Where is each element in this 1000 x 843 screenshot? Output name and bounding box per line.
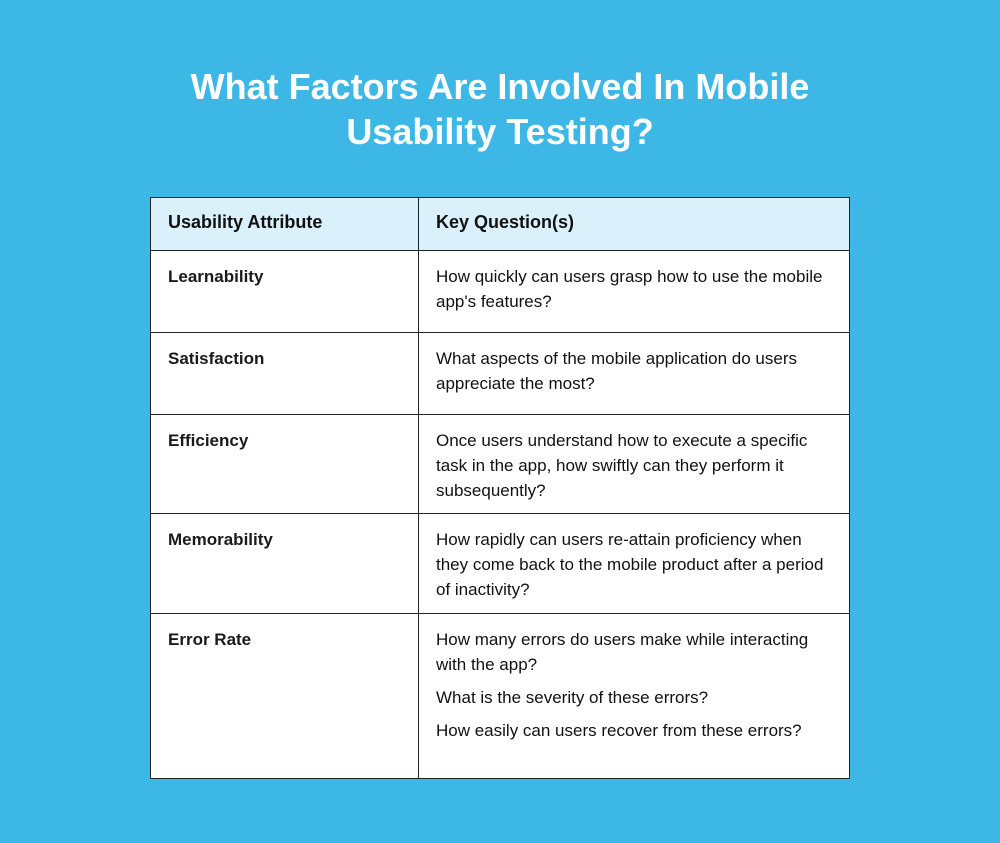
title-line-1: What Factors Are Involved In Mobile xyxy=(190,66,810,107)
question-cell: How rapidly can users re-attain proficie… xyxy=(418,513,850,614)
table-header-row: Usability Attribute Key Question(s) xyxy=(150,197,850,251)
question-cell: Once users understand how to execute a s… xyxy=(418,414,850,514)
question: What is the severity of these errors? xyxy=(436,688,709,707)
question-cell: How quickly can users grasp how to use t… xyxy=(418,250,850,333)
title-line-2: Usability Testing? xyxy=(346,111,654,152)
table-row: Memorability How rapidly can users re-at… xyxy=(150,513,850,614)
table-row: Efficiency Once users understand how to … xyxy=(150,414,850,514)
question: How rapidly can users re-attain proficie… xyxy=(436,530,824,599)
attribute-cell: Satisfaction xyxy=(150,332,419,415)
question: How easily can users recover from these … xyxy=(436,721,802,740)
question-cell: How many errors do users make while inte… xyxy=(418,613,850,779)
table-row: Learnability How quickly can users grasp… xyxy=(150,250,850,333)
attribute-cell: Memorability xyxy=(150,513,419,614)
table-row: Satisfaction What aspects of the mobile … xyxy=(150,332,850,415)
attribute-cell: Learnability xyxy=(150,250,419,333)
question-cell: What aspects of the mobile application d… xyxy=(418,332,850,415)
header-attribute: Usability Attribute xyxy=(150,197,419,251)
question: How quickly can users grasp how to use t… xyxy=(436,267,823,311)
question: Once users understand how to execute a s… xyxy=(436,431,808,500)
header-questions: Key Question(s) xyxy=(418,197,850,251)
table-row: Error Rate How many errors do users make… xyxy=(150,613,850,779)
page-title: What Factors Are Involved In Mobile Usabi… xyxy=(0,64,1000,154)
usability-table: Usability Attribute Key Question(s) Lear… xyxy=(150,197,850,779)
question: What aspects of the mobile application d… xyxy=(436,349,797,393)
question: How many errors do users make while inte… xyxy=(436,630,809,674)
attribute-cell: Efficiency xyxy=(150,414,419,514)
attribute-cell: Error Rate xyxy=(150,613,419,779)
